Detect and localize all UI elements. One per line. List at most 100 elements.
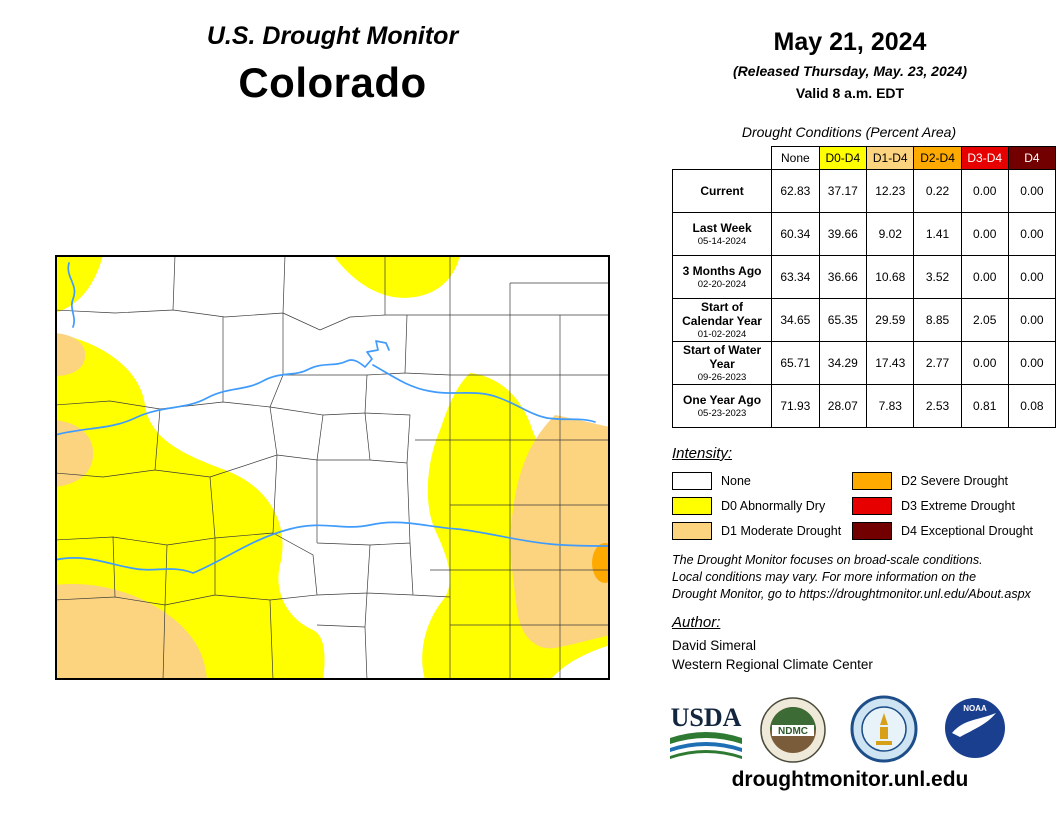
table-cell: 12.23 [866, 169, 915, 213]
legend-item-d2: D2 Severe Drought [852, 468, 1042, 493]
table-cell: 71.93 [771, 384, 820, 428]
author-organization: Western Regional Climate Center [672, 657, 873, 672]
table-cell: 2.77 [913, 341, 962, 385]
col-header-none: None [771, 146, 820, 170]
disclaimer-line: The Drought Monitor focuses on broad-sca… [672, 553, 983, 567]
table-cell: 0.08 [1007, 384, 1056, 428]
col-header-d2: D2-D4 [913, 146, 962, 170]
table-row: Current 62.83 37.17 12.23 0.22 0.00 0.00 [671, 169, 1056, 213]
table-row: 3 Months Ago 02-20-2024 63.34 36.66 10.68… [671, 255, 1056, 299]
usda-green-band-2 [670, 750, 742, 759]
table-cell: 2.05 [960, 298, 1009, 342]
table-cell: 8.85 [913, 298, 962, 342]
legend-label: D4 Exceptional Drought [901, 523, 1034, 538]
table-cell: 17.43 [866, 341, 915, 385]
table-cell: 63.34 [771, 255, 820, 299]
table-cell: 0.00 [960, 169, 1009, 213]
table-header-row: None D0-D4 D1-D4 D2-D4 D3-D4 D4 [672, 146, 1056, 170]
table-row: Start of Water Year 09-26-2023 65.71 34.2… [671, 341, 1056, 385]
author-name: David Simeral [672, 638, 757, 653]
d1-moderate-drought-region [56, 333, 609, 679]
usda-blue-band [670, 742, 742, 752]
map-date: May 21, 2024 [773, 28, 927, 56]
d3-swatch [852, 496, 892, 515]
ndmc-banner [772, 725, 814, 736]
rivers [56, 262, 609, 574]
date-block: May 21, 2024 (Released Thursday, May. 23… [660, 28, 1040, 101]
state-border [55, 255, 610, 680]
table-cell: 65.71 [771, 341, 820, 385]
released-date: (Released Thursday, May. 23, 2024) [733, 63, 967, 79]
legend-label: None [721, 473, 751, 488]
state-name: Colorado [238, 59, 427, 106]
disclaimer: The Drought Monitor focuses on broad-sca… [672, 552, 1042, 603]
ndmc-trees [770, 707, 816, 730]
disclaimer-line: Drought Monitor, go to https://droughtmo… [672, 586, 1031, 601]
table-row: Last Week 05-14-2024 60.34 39.66 9.02 1.4… [671, 212, 1056, 256]
table-cell: 65.35 [818, 298, 868, 342]
legend-column-left: None D0 Abnormally Dry D1 Moderate Droug… [672, 468, 850, 543]
col-header-d4: D4 [1007, 146, 1056, 170]
row-label: Last Week 05-14-2024 [671, 212, 773, 256]
legend-label: D2 Severe Drought [901, 473, 1009, 488]
table-cell: 0.22 [913, 169, 962, 213]
table-row: Start of Calendar Year 01-02-2024 34.65 6… [671, 298, 1056, 342]
legend-item-d3: D3 Extreme Drought [852, 493, 1042, 518]
table-row: One Year Ago 05-23-2023 71.93 28.07 7.83 … [671, 384, 1056, 428]
legend-item-d4: D4 Exceptional Drought [852, 518, 1042, 543]
legend-label: D0 Abnormally Dry [721, 498, 826, 513]
row-label: Current [671, 169, 773, 213]
author-heading: Author: [672, 614, 721, 631]
table-cell: 0.00 [960, 212, 1009, 256]
table-cell: 0.00 [960, 255, 1009, 299]
table-cell: 2.53 [913, 384, 962, 428]
d4-swatch [852, 521, 892, 540]
ndmc-logo-text: NDMC [778, 726, 808, 737]
valid-time: Valid 8 a.m. EDT [795, 85, 905, 101]
row-label: 3 Months Ago 02-20-2024 [671, 255, 773, 299]
noaa-logo-text: NOAA [963, 704, 987, 713]
d1-swatch [672, 521, 712, 540]
table-cell: 39.66 [818, 212, 868, 256]
row-label: One Year Ago 05-23-2023 [671, 384, 773, 428]
table-cell: 62.83 [771, 169, 820, 213]
d0-swatch [672, 496, 712, 515]
table-cell: 0.00 [1007, 298, 1056, 342]
legend-item-none: None [672, 468, 850, 493]
disclaimer-line: Local conditions may vary. For more info… [672, 569, 977, 584]
table-cell: 28.07 [818, 384, 868, 428]
table-cell: 7.83 [866, 384, 915, 428]
table-cell: 0.00 [1007, 341, 1056, 385]
col-header-d1: D1-D4 [866, 146, 915, 170]
title-block: U.S. Drought Monitor Colorado [55, 22, 610, 107]
table-corner-cell [672, 146, 772, 170]
table-cell: 10.68 [866, 255, 915, 299]
legend-item-d1: D1 Moderate Drought [672, 518, 850, 543]
legend-label: D3 Extreme Drought [901, 498, 1015, 513]
table-title: Drought Conditions (Percent Area) [741, 124, 957, 140]
county-boundaries [56, 256, 609, 679]
table-cell: 34.29 [818, 341, 868, 385]
drought-conditions-table: None D0-D4 D1-D4 D2-D4 D3-D4 D4 Current … [671, 146, 1056, 428]
table-cell: 1.41 [913, 212, 962, 256]
map-svg [55, 255, 610, 680]
ndmc-logo: NDMC [760, 697, 826, 768]
report-title: U.S. Drought Monitor [206, 22, 459, 50]
legend-item-d0: D0 Abnormally Dry [672, 493, 850, 518]
d2-severe-drought-region [592, 543, 609, 583]
noaa-gull [952, 713, 996, 737]
table-cell: 9.02 [866, 212, 915, 256]
table-cell: 3.52 [913, 255, 962, 299]
table-cell: 0.00 [1007, 212, 1056, 256]
none-swatch [672, 471, 712, 490]
footer-url-link[interactable]: droughtmonitor.unl.edu [731, 768, 969, 791]
commerce-seal-logo [850, 695, 918, 768]
intensity-heading: Intensity: [672, 445, 733, 462]
table-cell: 36.66 [818, 255, 868, 299]
col-header-d3: D3-D4 [960, 146, 1009, 170]
table-cell: 0.00 [1007, 169, 1056, 213]
table-cell: 0.00 [1007, 255, 1056, 299]
table-cell: 29.59 [866, 298, 915, 342]
col-header-d0: D0-D4 [818, 146, 868, 170]
